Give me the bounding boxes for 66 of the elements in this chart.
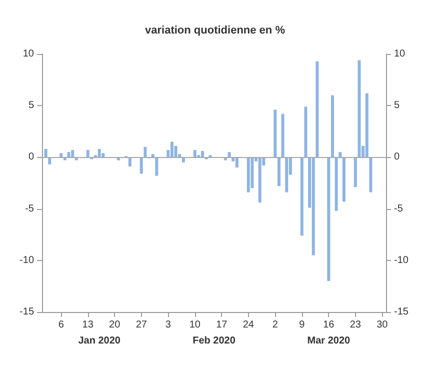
x-tick-label: 24 — [242, 320, 254, 330]
bar — [330, 95, 334, 158]
bar — [285, 157, 288, 192]
bar — [369, 157, 372, 192]
bar — [193, 150, 196, 158]
bar — [155, 157, 158, 176]
bar — [354, 157, 357, 188]
bar — [67, 152, 70, 158]
bar — [201, 151, 204, 158]
bar — [338, 152, 342, 158]
bar — [334, 157, 338, 211]
y2-tick-label: -10 — [394, 254, 409, 266]
x-tick-label: 17 — [216, 320, 228, 330]
text: Mar 2020 — [307, 336, 351, 346]
bar — [358, 60, 361, 158]
text: Jan 2020 — [78, 336, 121, 346]
bar — [304, 106, 308, 158]
y-tick-label: -15 — [20, 306, 34, 318]
x-tick-label: 30 — [376, 320, 388, 330]
bar — [86, 150, 90, 158]
bar — [258, 157, 262, 203]
bar — [312, 157, 315, 256]
bar — [365, 93, 368, 158]
bar — [228, 152, 231, 158]
bar — [44, 148, 48, 158]
bar — [246, 157, 250, 192]
x-tick-label: 6 — [58, 320, 64, 330]
y2-tick-label: -15 — [394, 306, 409, 318]
x-tick-label: 3 — [165, 320, 172, 330]
bar — [235, 157, 238, 168]
bar — [277, 157, 280, 186]
x-tick-label: 9 — [299, 320, 306, 330]
y-tick-label: -10 — [20, 254, 34, 266]
bar — [144, 146, 147, 158]
x-tick-label: 10 — [189, 320, 201, 330]
y2-tick-label: -5 — [394, 203, 404, 214]
bar — [274, 110, 277, 158]
text: Feb 2020 — [192, 336, 236, 346]
bar — [102, 153, 105, 158]
bar — [170, 142, 174, 158]
bar — [281, 114, 284, 158]
bar — [300, 157, 304, 236]
chart-subtitle: variation quotidienne en % — [145, 24, 286, 36]
y-tick-label: -5 — [25, 203, 34, 214]
bar — [71, 150, 74, 158]
y2-tick-label: 10 — [394, 48, 406, 60]
bar — [316, 61, 319, 158]
bar — [342, 157, 346, 202]
bar — [174, 146, 178, 158]
bar — [140, 157, 143, 174]
y-tick-label: 5 — [28, 100, 34, 112]
y-tick-label: 0 — [28, 152, 34, 163]
x-tick-label: 20 — [109, 320, 121, 330]
bar — [151, 154, 154, 158]
x-tick-label: 27 — [136, 320, 148, 330]
y2-tick-label: 5 — [394, 100, 400, 112]
bar — [250, 157, 254, 188]
bar — [60, 153, 63, 158]
bar — [327, 157, 330, 282]
y2-tick-label: 0 — [394, 152, 400, 163]
x-tick-label: 16 — [323, 320, 335, 330]
x-tick-label: 23 — [350, 320, 362, 330]
y-tick-label: 10 — [22, 48, 34, 60]
x-tick-label: 2 — [272, 320, 278, 330]
bar — [98, 148, 101, 158]
x-tick-label: 13 — [82, 320, 94, 330]
